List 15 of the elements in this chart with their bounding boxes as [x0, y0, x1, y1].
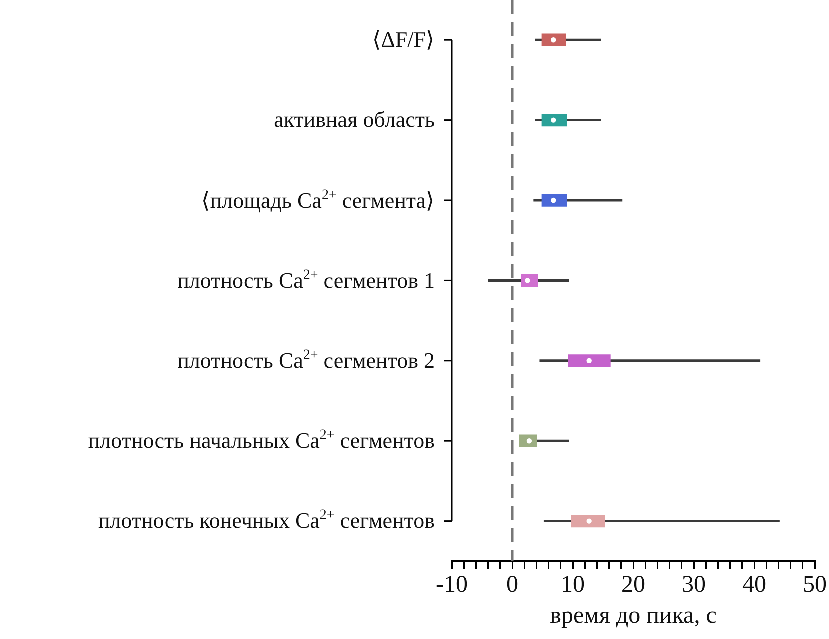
y-tick-label: ⟨ΔF/F⟩	[372, 27, 435, 54]
y-tick-label: плотность начальных Ca$^{2+}$ сегментов	[88, 428, 435, 454]
x-tick-label: 30	[682, 572, 706, 598]
y-tick-label: ⟨площадь Ca$^{2+}$ сегмента⟩	[201, 188, 435, 214]
x-tick-label: 0	[506, 572, 518, 598]
y-tick-label: активная область	[274, 107, 435, 134]
x-tick-label: 20	[622, 572, 646, 598]
x-tick-label: 50	[803, 572, 827, 598]
y-tick-label: плотность Ca$^{2+}$ сегментов 2	[178, 348, 435, 374]
x-tick-label: 10	[561, 572, 585, 598]
x-axis-title: время до пика, с	[550, 602, 717, 629]
y-tick-label: плотность конечных Ca$^{2+}$ сегментов	[98, 508, 435, 534]
x-tick-label: -10	[436, 572, 468, 598]
x-tick-label: 40	[742, 572, 766, 598]
y-tick-label: плотность Ca$^{2+}$ сегментов 1	[178, 268, 435, 294]
